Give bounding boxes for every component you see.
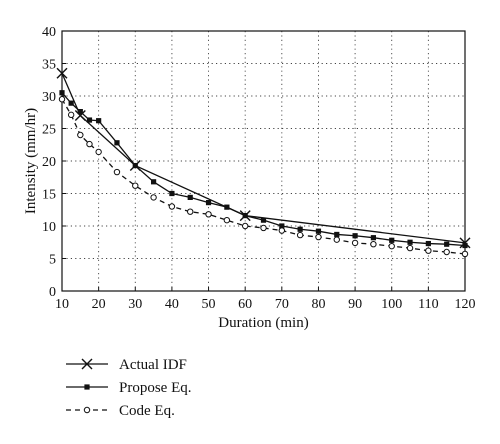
data-point-propose-eq xyxy=(96,118,102,124)
grid-lines xyxy=(62,31,465,291)
y-tick-label: 25 xyxy=(42,123,56,138)
y-tick-label: 5 xyxy=(49,253,56,268)
data-point-actual-idf xyxy=(74,110,86,121)
data-point-code-eq xyxy=(260,224,267,232)
data-point-propose-eq xyxy=(86,117,93,123)
data-point-code-eq xyxy=(67,111,75,119)
data-point-code-eq xyxy=(443,248,450,256)
y-tick-label: 35 xyxy=(42,58,56,73)
data-point-propose-eq xyxy=(68,100,74,106)
legend-marker-actual-idf xyxy=(81,358,93,370)
data-point-propose-eq xyxy=(59,90,65,96)
data-point-code-eq xyxy=(77,131,84,139)
data-point-propose-eq xyxy=(407,239,413,245)
x-tick-label: 70 xyxy=(275,297,289,312)
series-code-eq xyxy=(58,96,469,258)
data-point-code-eq xyxy=(388,242,395,250)
data-point-code-eq xyxy=(241,222,249,230)
plot-frame xyxy=(61,30,466,292)
data-point-propose-eq xyxy=(187,194,193,200)
y-axis-label: Intensity (mm/hr) xyxy=(23,108,39,214)
legend-label-propose-eq: Propose Eq. xyxy=(119,380,192,396)
x-tick-label: 40 xyxy=(165,297,179,312)
data-point-code-eq xyxy=(113,168,121,176)
legend-label-code-eq: Code Eq. xyxy=(119,403,175,419)
data-point-code-eq xyxy=(406,244,414,252)
data-point-code-eq xyxy=(168,203,176,210)
x-tick-label: 100 xyxy=(381,297,402,312)
x-tick-label: 30 xyxy=(128,297,142,312)
data-point-propose-eq xyxy=(352,233,358,239)
y-tick-label: 10 xyxy=(42,220,56,235)
y-tick-label: 15 xyxy=(42,188,56,203)
data-point-propose-eq xyxy=(334,231,340,238)
y-tick-label: 0 xyxy=(49,285,56,300)
x-tick-label: 80 xyxy=(311,297,325,312)
data-point-code-eq xyxy=(296,231,304,239)
data-point-code-eq xyxy=(187,208,194,215)
x-tick-label: 90 xyxy=(348,297,362,312)
data-point-code-eq xyxy=(315,233,322,241)
y-tick-label: 20 xyxy=(42,155,56,170)
data-point-propose-eq xyxy=(444,241,450,247)
data-point-code-eq xyxy=(205,211,212,218)
data-point-propose-eq xyxy=(77,109,83,115)
data-point-propose-eq xyxy=(389,237,395,243)
data-point-code-eq xyxy=(351,239,359,247)
data-point-propose-eq xyxy=(315,228,322,234)
series-layer xyxy=(56,67,471,258)
legend: Actual IDF Propose Eq. Code Eq. xyxy=(66,357,192,419)
legend-entry-code-eq: Code Eq. xyxy=(66,403,175,419)
marker-stroke xyxy=(81,358,93,370)
data-point-code-eq xyxy=(86,140,93,148)
x-axis-label: Duration (min) xyxy=(218,315,308,331)
data-point-code-eq xyxy=(58,96,66,103)
data-point-propose-eq xyxy=(297,226,303,232)
data-point-code-eq xyxy=(333,236,340,243)
x-tick-label: 60 xyxy=(238,297,252,312)
data-point-propose-eq xyxy=(114,140,120,146)
data-point-code-eq xyxy=(425,247,432,254)
data-point-propose-eq xyxy=(205,200,212,206)
marker-stroke xyxy=(56,67,68,79)
x-tick-label: 50 xyxy=(202,297,216,312)
axis-ticks: 10 20 30 40 50 60 70 80 90 100 110 120 0 5 10 15 20 25 30 3… xyxy=(42,25,476,312)
data-point-propose-eq xyxy=(260,217,267,223)
data-point-code-eq xyxy=(150,194,157,201)
legend-marker-propose-eq xyxy=(84,384,90,390)
y-tick-label: 40 xyxy=(42,25,56,40)
marker-stroke xyxy=(74,110,86,121)
data-point-code-eq xyxy=(370,241,377,248)
x-tick-label: 20 xyxy=(92,297,106,312)
data-point-code-eq xyxy=(95,148,102,156)
data-point-propose-eq xyxy=(425,240,431,247)
legend-entry-propose-eq: Propose Eq. xyxy=(66,380,192,396)
data-point-code-eq xyxy=(223,216,231,224)
data-point-propose-eq xyxy=(150,179,157,185)
data-point-code-eq xyxy=(461,250,469,258)
data-point-propose-eq xyxy=(462,242,468,249)
data-point-propose-eq xyxy=(224,204,230,210)
data-point-propose-eq xyxy=(132,162,138,169)
data-point-propose-eq xyxy=(370,235,377,241)
series-propose-eq xyxy=(59,90,468,249)
legend-label-actual-idf: Actual IDF xyxy=(119,357,187,373)
series-line-actual-idf xyxy=(61,72,466,244)
x-tick-label: 120 xyxy=(455,297,476,312)
data-point-actual-idf xyxy=(56,67,68,79)
data-point-propose-eq xyxy=(169,190,175,197)
legend-marker-code-eq xyxy=(83,406,91,414)
y-tick-label: 30 xyxy=(42,90,56,105)
data-point-propose-eq xyxy=(242,213,248,219)
data-point-propose-eq xyxy=(279,223,285,229)
data-point-code-eq xyxy=(132,182,139,189)
x-tick-label: 110 xyxy=(418,297,438,312)
legend-entry-actual-idf: Actual IDF xyxy=(66,357,187,373)
data-point-code-eq xyxy=(278,227,286,234)
x-tick-label: 10 xyxy=(55,297,69,312)
